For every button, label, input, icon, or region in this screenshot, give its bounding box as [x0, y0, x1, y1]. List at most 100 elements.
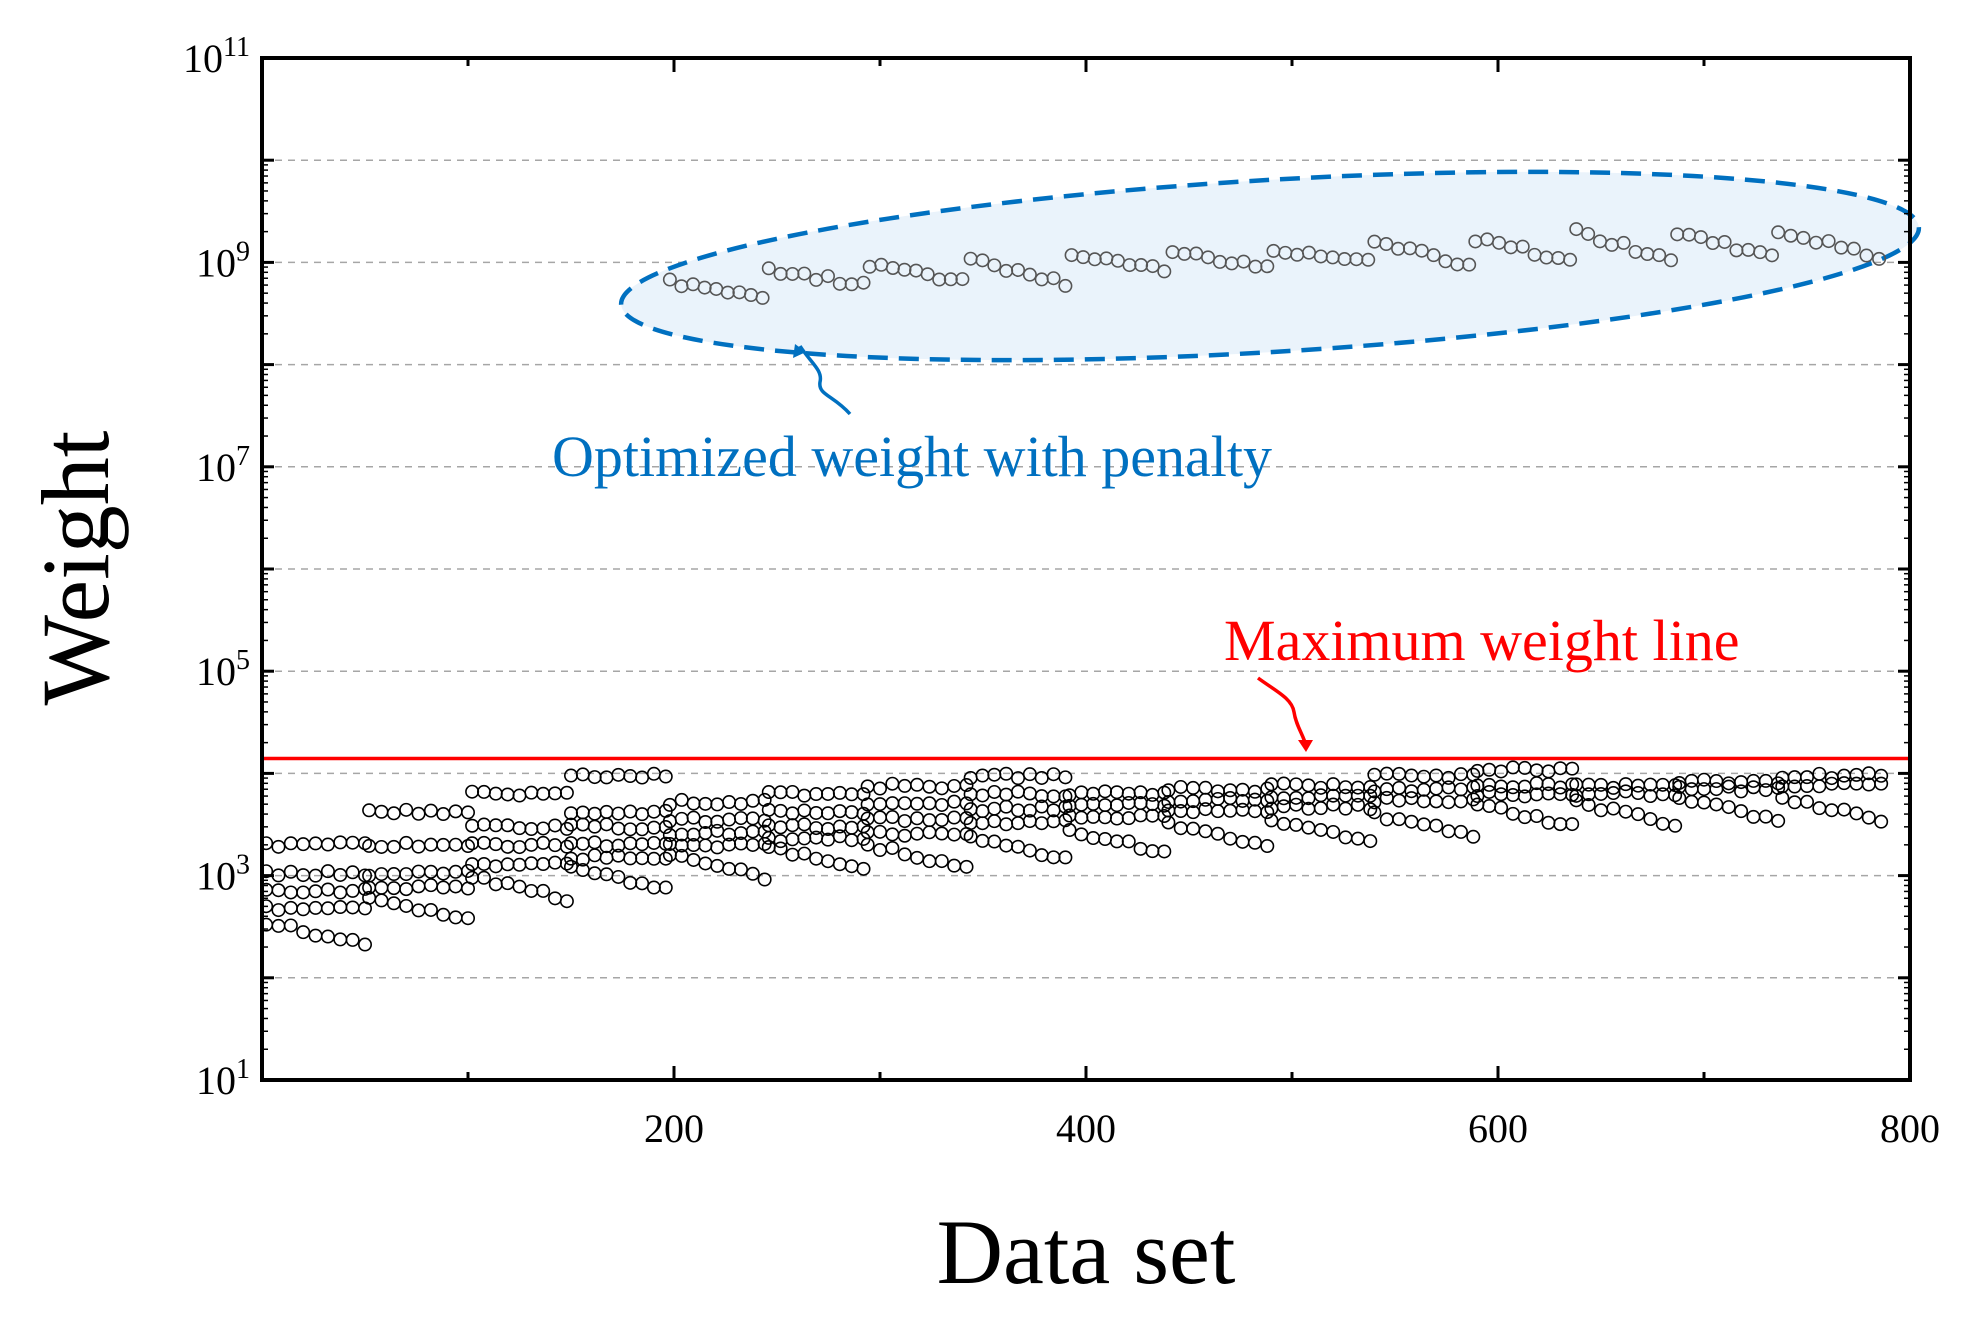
axes	[260, 56, 1912, 1082]
feasible-point	[320, 864, 335, 879]
feasible-point	[399, 898, 414, 913]
penalty-point	[1379, 237, 1394, 252]
penalty-annotation-label: Optimized weight with penalty	[552, 424, 1272, 489]
feasible-point	[1849, 806, 1864, 821]
feasible-point	[1631, 807, 1646, 822]
x-axis-title: Data set	[937, 1201, 1236, 1303]
penalty-point	[1846, 241, 1861, 256]
feasible-point	[999, 766, 1014, 781]
feasible-point	[1734, 784, 1749, 799]
feasible-point	[1363, 834, 1378, 849]
penalty-point	[1492, 235, 1507, 250]
feasible-point	[262, 836, 274, 851]
feasible-point	[1529, 809, 1544, 824]
feasible-point	[399, 802, 414, 817]
feasible-point	[1494, 800, 1509, 815]
max-weight-arrow-head	[1298, 740, 1313, 752]
penalty-point	[1414, 243, 1429, 258]
feasible-point	[1758, 809, 1773, 824]
feasible-point	[1260, 793, 1275, 808]
feasible-point	[1264, 813, 1279, 828]
feasible-point	[1363, 802, 1378, 817]
feasible-point	[745, 866, 760, 881]
feasible-point	[1643, 812, 1658, 827]
feasible-point	[357, 937, 372, 952]
feasible-point	[934, 854, 949, 869]
feasible-point	[1313, 780, 1328, 795]
feasible-point	[386, 806, 401, 821]
feasible-point	[308, 868, 323, 883]
feasible-point	[1734, 804, 1749, 819]
feasible-point	[1210, 826, 1225, 841]
penalty-arrow-head	[793, 344, 806, 358]
penalty-point	[856, 275, 871, 290]
feasible-point	[1022, 843, 1037, 858]
feasible-point	[599, 817, 614, 832]
y-tick-label: 107	[196, 441, 250, 490]
feasible-point	[262, 864, 274, 879]
penalty-point	[1426, 248, 1441, 263]
feasible-point	[897, 847, 912, 862]
feasible-point	[658, 769, 673, 784]
feasible-point	[1453, 824, 1468, 839]
y-tick-label: 105	[196, 645, 250, 694]
feasible-point	[1668, 788, 1683, 803]
penalty-point	[1569, 222, 1584, 237]
feasible-point	[536, 883, 551, 898]
penalty-point	[1796, 230, 1811, 245]
feasible-point	[1338, 801, 1353, 816]
penalty-point	[975, 253, 990, 268]
feasible-point	[1367, 805, 1382, 820]
feasible-point	[1874, 776, 1889, 791]
feasible-point	[1367, 795, 1382, 810]
feasible-point	[476, 870, 491, 885]
max-weight-annotation-label: Maximum weight line	[1224, 608, 1740, 673]
feasible-point	[860, 837, 875, 852]
penalty-point	[1764, 248, 1779, 263]
feasible-point	[1022, 803, 1037, 818]
penalty-point	[1145, 259, 1160, 274]
penalty-point	[820, 269, 835, 284]
feasible-point	[460, 863, 475, 878]
y-tick-label: 103	[196, 850, 250, 899]
max-weight-annotation-arrow	[1256, 676, 1308, 747]
feasible-point	[872, 781, 887, 796]
penalty-point	[1515, 239, 1530, 254]
feasible-point	[1466, 829, 1481, 844]
penalty-point	[1563, 252, 1578, 267]
feasible-point	[283, 918, 298, 933]
penalty-point	[987, 258, 1002, 273]
feasible-point	[1775, 790, 1790, 805]
feasible-point	[512, 879, 527, 894]
penalty-point	[1771, 225, 1786, 240]
highlight-ellipse	[618, 169, 1922, 363]
data-points	[262, 222, 1889, 952]
feasible-point	[1565, 761, 1580, 776]
feasible-point	[885, 810, 900, 825]
feasible-point	[1363, 780, 1378, 795]
feasible-point	[1157, 844, 1172, 859]
penalty-point	[920, 267, 935, 282]
feasible-point	[1429, 818, 1444, 833]
penalty-point	[1022, 267, 1037, 282]
penalty-point	[1581, 226, 1596, 241]
feasible-point	[345, 932, 360, 947]
penalty-point	[1821, 234, 1836, 249]
feasible-point	[1058, 850, 1073, 865]
penalty-point	[1693, 230, 1708, 245]
penalty-point	[1664, 253, 1679, 268]
penalty-point	[1236, 254, 1251, 269]
penalty-point	[1717, 234, 1732, 249]
penalty-point	[720, 285, 735, 300]
feasible-point	[959, 778, 974, 793]
penalty-point	[1260, 259, 1275, 274]
feasible-point	[1289, 797, 1304, 812]
x-tick-label: 400	[1056, 1106, 1116, 1151]
feasible-point	[733, 862, 748, 877]
feasible-point	[1569, 793, 1584, 808]
feasible-point	[1260, 805, 1275, 820]
feasible-point	[1161, 815, 1176, 830]
feasible-point	[757, 872, 772, 887]
feasible-point	[959, 859, 974, 874]
feasible-point	[283, 864, 298, 879]
